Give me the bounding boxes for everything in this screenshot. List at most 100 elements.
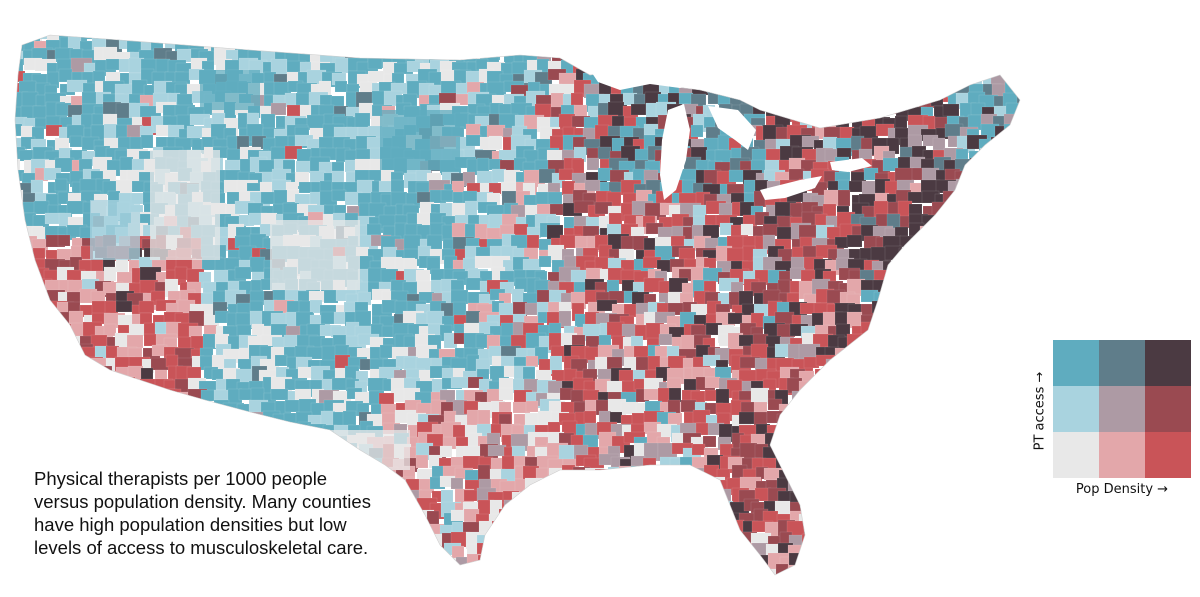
county-cell	[270, 220, 360, 290]
county-cell	[847, 579, 866, 591]
county-cell	[923, 554, 941, 574]
county-cell	[942, 434, 956, 454]
county-cell	[946, 466, 968, 483]
county-cell	[803, 35, 823, 42]
county-cell	[847, 409, 864, 422]
county-cell	[942, 246, 965, 263]
county-cell	[489, 544, 510, 560]
county-cell	[899, 370, 920, 383]
county-cell	[798, 434, 816, 454]
county-cell	[823, 476, 839, 492]
county-cell	[1007, 531, 1020, 548]
county-cell	[128, 564, 149, 575]
county-cell	[955, 277, 972, 290]
county-cell	[930, 93, 944, 107]
county-cell	[119, 388, 134, 404]
county-cell	[214, 414, 230, 428]
county-cell	[357, 564, 373, 575]
county-cell	[415, 454, 429, 469]
county-cell	[634, 39, 648, 59]
county-cell	[453, 37, 474, 57]
county-cell	[993, 478, 1010, 495]
county-cell	[994, 125, 1012, 143]
county-cell	[571, 579, 590, 597]
county-cell	[35, 447, 53, 462]
county-cell	[728, 37, 747, 54]
county-cell	[584, 557, 600, 575]
county-cell	[584, 577, 602, 594]
county-cell	[934, 47, 948, 60]
county-cell	[103, 123, 118, 140]
county-cell	[775, 436, 798, 452]
county-cell	[942, 59, 964, 76]
county-cell	[717, 36, 736, 54]
county-cell	[862, 35, 880, 49]
county-cell	[164, 576, 181, 588]
county-cell	[812, 531, 829, 544]
county-cell	[847, 454, 862, 468]
county-cell	[970, 215, 985, 235]
county-cell	[872, 464, 893, 483]
county-cell	[863, 105, 886, 120]
county-cell	[935, 377, 958, 396]
county-cell	[848, 180, 865, 193]
county-cell	[1016, 475, 1020, 492]
county-cell	[978, 258, 992, 278]
county-cell	[887, 390, 907, 409]
legend-swatch-r2-c1	[1099, 432, 1145, 478]
county-cell	[921, 301, 936, 317]
county-cell	[921, 214, 943, 231]
county-cell	[691, 489, 705, 507]
county-cell	[139, 563, 157, 575]
county-cell	[859, 467, 881, 481]
county-cell	[788, 577, 803, 590]
county-cell	[957, 68, 980, 85]
county-cell	[907, 344, 923, 363]
county-cell	[319, 443, 336, 458]
county-cell	[322, 35, 342, 45]
county-cell	[814, 368, 831, 385]
county-cell	[978, 422, 995, 438]
county-cell	[486, 48, 500, 65]
county-cell	[21, 300, 37, 313]
county-cell	[906, 289, 922, 302]
county-cell	[522, 366, 536, 381]
county-cell	[547, 524, 567, 542]
county-cell	[1016, 532, 1020, 549]
county-cell	[934, 35, 952, 38]
county-cell	[72, 577, 93, 589]
county-cell	[716, 554, 737, 571]
county-cell	[680, 555, 700, 573]
county-cell	[188, 37, 207, 50]
county-cell	[786, 464, 802, 481]
county-cell	[19, 346, 41, 363]
county-cell	[945, 542, 960, 556]
county-cell	[954, 35, 968, 47]
county-cell	[607, 35, 628, 43]
county-cell	[898, 247, 915, 265]
county-cell	[57, 447, 75, 466]
county-cell	[978, 443, 993, 463]
county-cell	[1006, 136, 1020, 149]
county-cell	[138, 410, 152, 425]
county-cell	[837, 72, 851, 91]
county-cell	[670, 555, 693, 569]
county-cell	[226, 412, 240, 432]
county-cell	[823, 414, 843, 431]
county-cell	[630, 335, 644, 348]
county-cell	[247, 434, 265, 448]
county-cell	[30, 567, 53, 575]
county-cell	[899, 398, 913, 413]
county-cell	[875, 565, 892, 575]
county-cell	[774, 343, 791, 358]
county-cell	[810, 431, 827, 448]
county-cell	[548, 467, 563, 480]
caption-line-1: Physical therapists per 1000 people	[34, 468, 328, 489]
county-cell	[59, 346, 75, 359]
county-cell	[813, 94, 835, 107]
county-cell	[20, 490, 35, 504]
county-cell	[934, 291, 955, 307]
county-cell	[970, 501, 984, 514]
county-cell	[259, 579, 278, 594]
